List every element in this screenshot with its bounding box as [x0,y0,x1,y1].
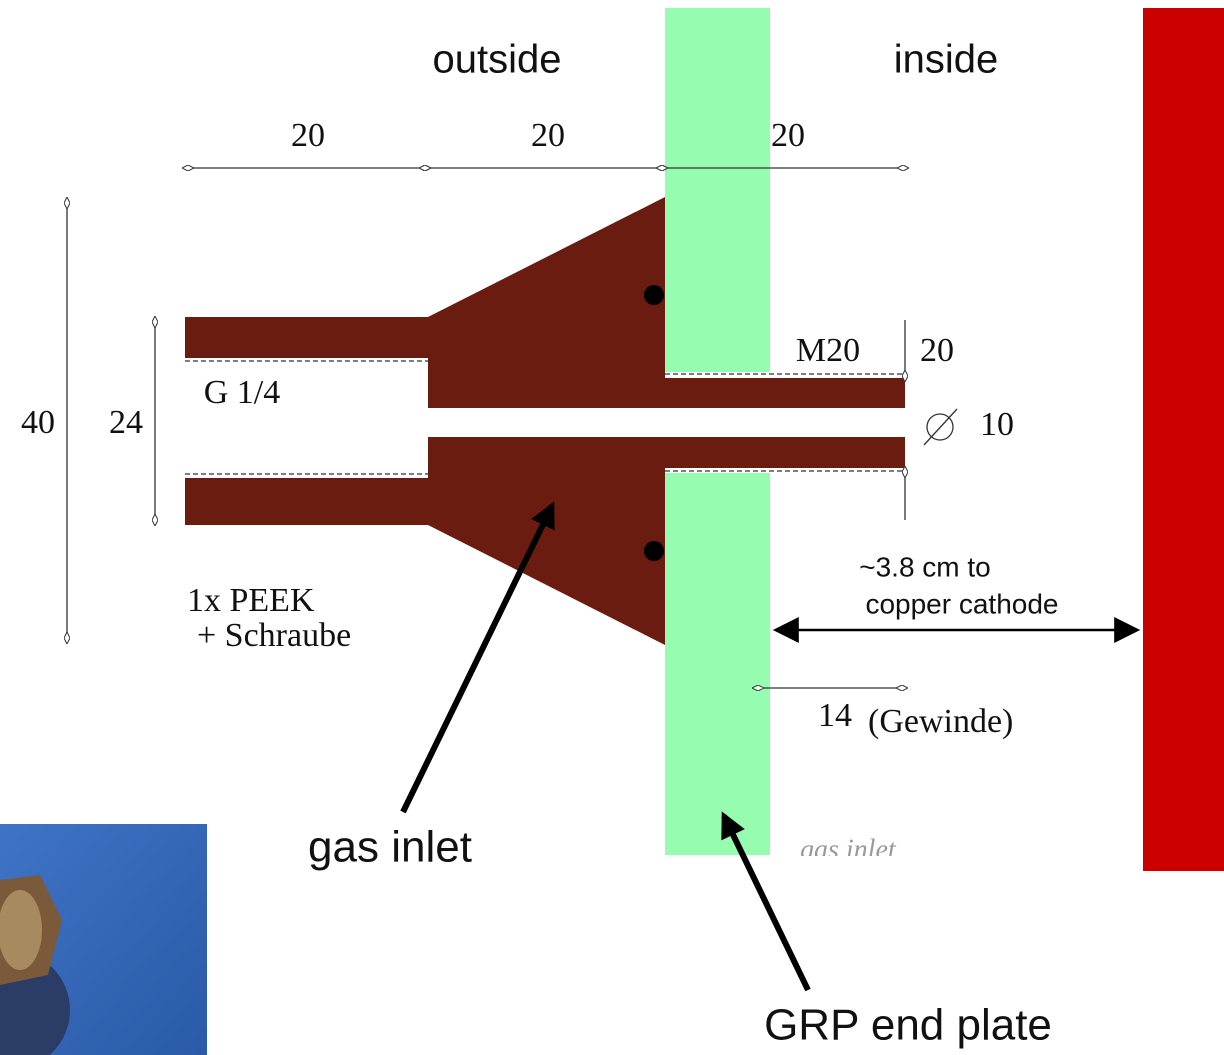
end-plate [665,8,770,372]
cathode [1143,8,1224,871]
dimension: 14 [818,697,852,734]
dimension: 20 [531,117,565,154]
seal [644,285,664,305]
callout: gas inlet [308,823,472,872]
seal [644,541,664,561]
part-upper [185,197,905,408]
diagram: outside inside gas inlet GRP end plate ~… [0,0,1224,1055]
dimension: 24 [109,404,143,441]
callout: ~3.8 cm to [859,551,991,582]
label: 1x PEEK [187,582,315,619]
label: M20 [796,332,860,369]
region-label: outside [433,38,562,82]
callout-arrow [403,506,552,812]
dimension: 40 [21,404,55,441]
callout: GRP end plate [764,1001,1052,1050]
dimension: 20 [291,117,325,154]
dimension: 20 [920,332,954,369]
label: G 1/4 [204,374,281,411]
region-label: inside [894,38,999,82]
label: + Schraube [197,617,351,654]
faint-note: gas inlet [800,834,897,865]
dimension: 20 [771,117,805,154]
callout: copper cathode [865,588,1058,619]
label: (Gewinde) [868,703,1013,740]
dimension: 10 [980,406,1014,443]
photo [0,824,207,1055]
end-plate [665,473,770,855]
